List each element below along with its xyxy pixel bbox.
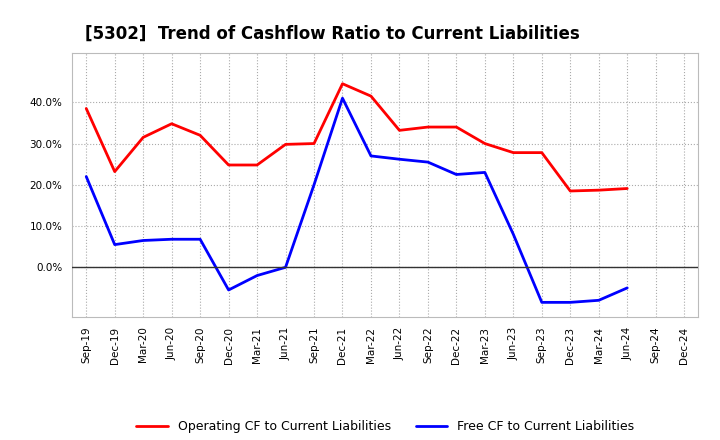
Text: [5302]  Trend of Cashflow Ratio to Current Liabilities: [5302] Trend of Cashflow Ratio to Curren…	[84, 25, 580, 43]
Operating CF to Current Liabilities	[225, 162, 233, 168]
Free CF to Current Liabilities	[566, 300, 575, 305]
Operating CF to Current Liabilities	[537, 150, 546, 155]
Operating CF to Current Liabilities	[595, 187, 603, 193]
Operating CF to Current Liabilities	[452, 125, 461, 130]
Operating CF to Current Liabilities	[623, 186, 631, 191]
Operating CF to Current Liabilities	[167, 121, 176, 126]
Free CF to Current Liabilities	[395, 157, 404, 162]
Operating CF to Current Liabilities	[82, 106, 91, 111]
Free CF to Current Liabilities	[595, 297, 603, 303]
Free CF to Current Liabilities	[82, 174, 91, 179]
Free CF to Current Liabilities	[509, 231, 518, 237]
Free CF to Current Liabilities	[167, 237, 176, 242]
Free CF to Current Liabilities	[537, 300, 546, 305]
Operating CF to Current Liabilities	[282, 142, 290, 147]
Line: Operating CF to Current Liabilities: Operating CF to Current Liabilities	[86, 84, 627, 191]
Free CF to Current Liabilities	[253, 273, 261, 278]
Free CF to Current Liabilities	[452, 172, 461, 177]
Operating CF to Current Liabilities	[139, 135, 148, 140]
Operating CF to Current Liabilities	[566, 188, 575, 194]
Line: Free CF to Current Liabilities: Free CF to Current Liabilities	[86, 98, 627, 302]
Free CF to Current Liabilities	[225, 287, 233, 293]
Operating CF to Current Liabilities	[423, 125, 432, 130]
Free CF to Current Liabilities	[366, 153, 375, 158]
Operating CF to Current Liabilities	[338, 81, 347, 86]
Operating CF to Current Liabilities	[366, 93, 375, 99]
Free CF to Current Liabilities	[338, 95, 347, 101]
Free CF to Current Liabilities	[423, 159, 432, 165]
Free CF to Current Liabilities	[282, 264, 290, 270]
Operating CF to Current Liabilities	[253, 162, 261, 168]
Free CF to Current Liabilities	[196, 237, 204, 242]
Legend: Operating CF to Current Liabilities, Free CF to Current Liabilities: Operating CF to Current Liabilities, Fre…	[131, 415, 639, 438]
Operating CF to Current Liabilities	[509, 150, 518, 155]
Free CF to Current Liabilities	[310, 182, 318, 187]
Operating CF to Current Liabilities	[395, 128, 404, 133]
Operating CF to Current Liabilities	[480, 141, 489, 146]
Operating CF to Current Liabilities	[196, 132, 204, 138]
Operating CF to Current Liabilities	[310, 141, 318, 146]
Free CF to Current Liabilities	[110, 242, 119, 247]
Free CF to Current Liabilities	[139, 238, 148, 243]
Free CF to Current Liabilities	[480, 170, 489, 175]
Operating CF to Current Liabilities	[110, 169, 119, 174]
Free CF to Current Liabilities	[623, 285, 631, 290]
